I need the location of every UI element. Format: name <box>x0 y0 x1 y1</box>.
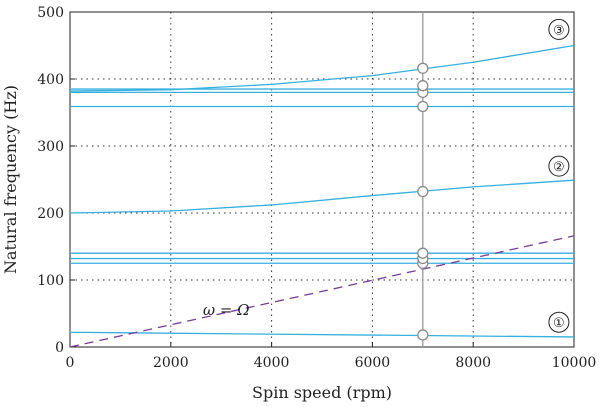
intersection-marker <box>417 80 429 92</box>
x-tick-label: 6000 <box>355 355 391 371</box>
x-axis-title: Spin speed (rpm) <box>252 383 392 402</box>
mode-number-ring <box>548 18 570 40</box>
mode-number-label: ② <box>553 160 565 175</box>
x-tick-label: 10000 <box>552 355 597 371</box>
series-line <box>69 44 575 92</box>
y-tick-label: 400 <box>37 72 64 88</box>
intersection-marker <box>417 100 429 113</box>
y-tick-label: 200 <box>37 206 64 222</box>
x-tick-label: 8000 <box>455 355 491 371</box>
series-line <box>69 331 575 338</box>
x-tick-label: 4000 <box>254 355 290 371</box>
intersection-marker <box>417 329 429 341</box>
y-tick-label: 100 <box>37 273 64 289</box>
mode-number-label: ③ <box>553 23 565 38</box>
plot-frame <box>69 11 575 348</box>
mode-number-label: ① <box>553 316 565 331</box>
y-tick-label: 300 <box>37 139 64 155</box>
y-axis-title: Natural frequency (Hz) <box>1 85 20 274</box>
y-tick-label: 0 <box>55 340 64 356</box>
intersection-marker <box>417 62 429 74</box>
intersection-marker <box>417 247 429 259</box>
y-tick-label: 500 <box>37 5 64 21</box>
excitation-label: ω = Ω <box>203 301 250 319</box>
mode-number-ring <box>548 155 570 177</box>
mode-number-ring <box>548 311 570 333</box>
series-line <box>69 179 575 214</box>
intersection-marker <box>417 185 429 198</box>
excitation-line <box>69 235 575 348</box>
x-tick-label: 2000 <box>153 355 189 371</box>
x-tick-label: 0 <box>66 355 75 371</box>
